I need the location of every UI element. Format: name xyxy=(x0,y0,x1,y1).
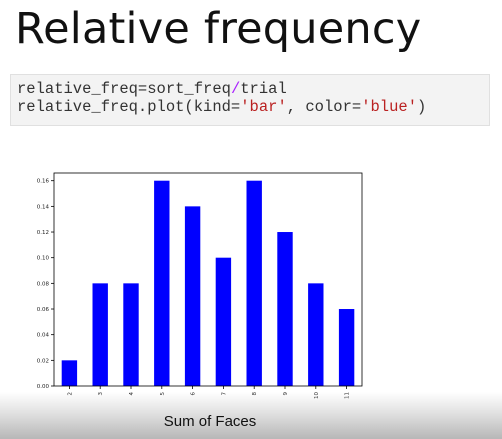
y-axis: 0.00 0.02 0.04 0.06 0.08 0.10 0.12 0.14 0.16 xyxy=(37,179,54,390)
bar-10 xyxy=(308,283,324,386)
x-axis-label: Sum of Faces xyxy=(163,413,257,430)
code-line-2: relative_freq.plot(kind='bar', color='bl… xyxy=(17,98,489,116)
code-line-2-close: ) xyxy=(417,98,427,116)
bar-4 xyxy=(123,283,139,386)
bar-8 xyxy=(246,180,262,386)
bar-7 xyxy=(215,257,232,386)
bar-2 xyxy=(61,360,78,386)
bar-11 xyxy=(338,309,355,386)
y-tick-label: 0.04 xyxy=(37,333,50,339)
y-tick-label: 0.12 xyxy=(37,230,49,236)
bar-5 xyxy=(154,180,170,386)
y-tick-label: 0.16 xyxy=(37,179,50,185)
y-tick-label: 0.00 xyxy=(37,384,50,390)
footer-shade xyxy=(0,392,502,439)
bar-6 xyxy=(184,206,201,386)
code-line-2-color-string: 'blue' xyxy=(361,98,417,116)
code-block: relative_freq=sort_freq/trial relative_fr… xyxy=(10,74,490,126)
y-tick-label: 0.02 xyxy=(37,358,49,364)
bar-series xyxy=(61,180,355,386)
code-line-1-rest: trial xyxy=(240,80,287,98)
y-tick-label: 0.10 xyxy=(37,256,50,262)
y-tick-label: 0.14 xyxy=(37,204,50,210)
code-line-1-operator: / xyxy=(230,80,241,98)
bar-9 xyxy=(277,232,293,386)
bar-chart: 0.000.020.040.060.080.100.120.140.16 234… xyxy=(37,172,363,399)
code-line-1-text: relative_freq=sort_freq xyxy=(17,80,231,98)
code-line-2-kind-string: 'bar' xyxy=(240,98,287,116)
plot-frame xyxy=(53,172,363,387)
code-line-2-call: relative_freq.plot(kind= xyxy=(17,98,241,116)
chart-area: 0.000.020.040.060.080.100.120.140.16 234… xyxy=(0,160,502,410)
slide-title: Relative frequency xyxy=(15,4,422,54)
code-line-2-middle: , color= xyxy=(286,98,362,116)
y-tick-label: 0.08 xyxy=(37,281,50,287)
y-tick-label: 0.06 xyxy=(37,307,50,313)
bar-3 xyxy=(92,283,108,386)
code-line-1: relative_freq=sort_freq/trial xyxy=(17,80,489,98)
